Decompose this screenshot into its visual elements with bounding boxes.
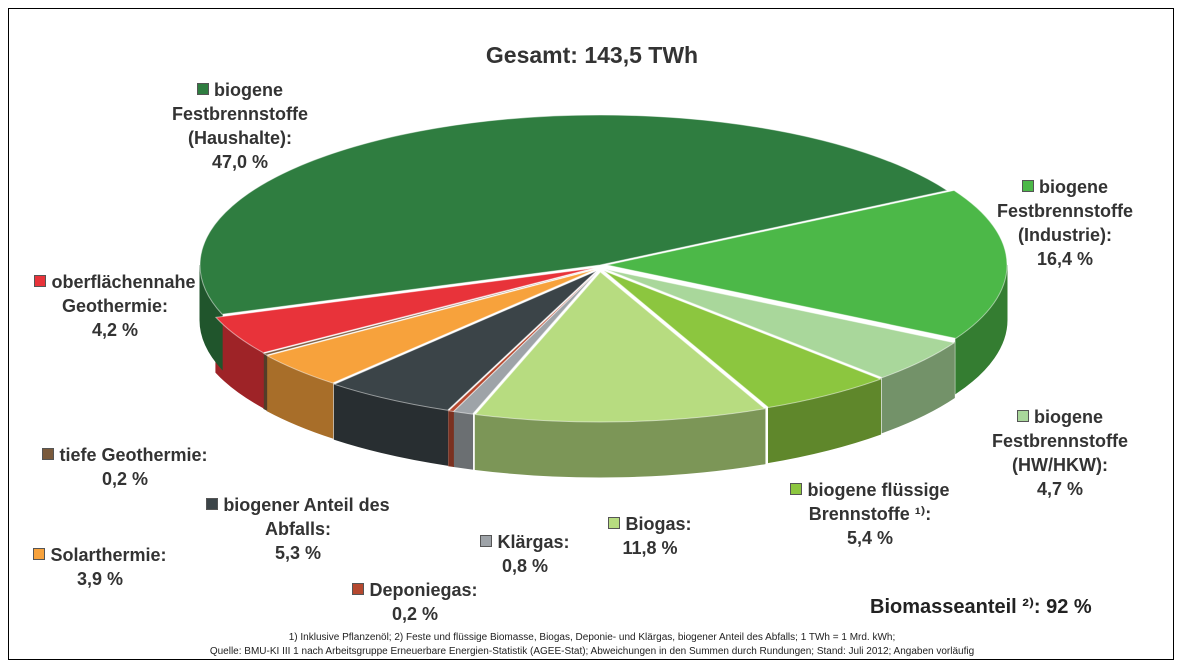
slice <box>474 271 767 423</box>
slice <box>447 271 598 412</box>
value-label: 11,8 % <box>622 538 678 558</box>
slice <box>332 270 597 411</box>
legend-marker <box>33 548 46 560</box>
category-label: oberflächennahe Geothermie: <box>51 272 196 316</box>
slice <box>214 267 594 354</box>
value-label: 0,2 % <box>391 604 439 624</box>
category-label: Deponiegas: <box>369 580 478 600</box>
category-label: tiefe Geothermie: <box>59 445 208 465</box>
footnote: Quelle: BMU-KI III 1 nach Arbeitsgruppe … <box>209 646 975 657</box>
value-label: 0,2 % <box>101 469 149 489</box>
data-label: biogene Festbrennstoffe (Industrie): 16,4… <box>965 175 1165 271</box>
category-label: biogener Anteil des Abfalls: <box>223 495 390 539</box>
value-label: 5,4 % <box>846 528 894 548</box>
slice <box>603 270 882 409</box>
legend-marker <box>196 83 209 95</box>
data-label: biogene Festbrennstoffe (HW/HKW): 4,7 % <box>960 405 1160 501</box>
footnote: 1) Inklusive Pflanzenöl; 2) Feste und fl… <box>288 632 896 643</box>
slice <box>265 269 596 384</box>
data-label: biogene flüssige Brennstoffe ¹⁾: 5,4 % <box>770 478 970 550</box>
slice <box>199 114 949 315</box>
value-label: 0,8 % <box>501 556 549 576</box>
category-label: biogene flüssige Brennstoffe ¹⁾: <box>807 480 950 524</box>
tops <box>199 114 1008 423</box>
value-label: 4,2 % <box>91 320 139 340</box>
slice <box>606 189 1008 339</box>
data-label: Klärgas: 0,8 % <box>425 530 625 578</box>
slice <box>262 268 595 356</box>
category-label: Klärgas: <box>497 532 570 552</box>
value-label: 5,3 % <box>274 543 322 563</box>
legend-marker <box>480 535 493 547</box>
value-label: 3,9 % <box>76 569 124 589</box>
value-label: 16,4 % <box>1036 249 1094 269</box>
data-label: oberflächennahe Geothermie: 4,2 % <box>15 270 215 342</box>
legend-marker <box>1016 410 1029 422</box>
legend-marker <box>352 583 365 595</box>
legend-marker <box>42 448 55 460</box>
category-label: biogene Festbrennstoffe (Haushalte): <box>171 80 308 148</box>
category-label: biogene Festbrennstoffe (Industrie): <box>996 177 1133 245</box>
data-label: tiefe Geothermie: 0,2 % <box>25 443 225 491</box>
data-label: biogene Festbrennstoffe (Haushalte): 47,0… <box>140 78 340 174</box>
slice <box>605 268 956 379</box>
category-label: biogene Festbrennstoffe (HW/HKW): <box>991 407 1128 475</box>
annotation: Biomasseanteil ²⁾: 92 % <box>870 596 1092 618</box>
slice-side <box>453 410 474 470</box>
data-label: Deponiegas: 0,2 % <box>315 578 515 626</box>
data-label: biogener Anteil des Abfalls: 5,3 % <box>198 493 398 565</box>
legend-marker <box>608 517 621 529</box>
slice-side <box>263 352 268 411</box>
legend-marker <box>206 498 219 510</box>
data-label: Solarthermie: 3,9 % <box>0 543 200 591</box>
frame <box>8 8 1174 660</box>
sides <box>199 264 1008 478</box>
chart-title: Gesamt: 143,5 TWh <box>485 42 699 68</box>
value-label: 4,7 % <box>1036 479 1084 499</box>
data-label: Biogas: 11,8 % <box>550 512 750 560</box>
legend-marker <box>34 275 47 287</box>
category-label: Solarthermie: <box>50 545 167 565</box>
legend-marker <box>1021 180 1034 192</box>
legend-marker <box>790 483 803 495</box>
value-label: 47,0 % <box>211 152 269 172</box>
category-label: Biogas: <box>625 514 692 534</box>
slice-side <box>448 410 454 468</box>
